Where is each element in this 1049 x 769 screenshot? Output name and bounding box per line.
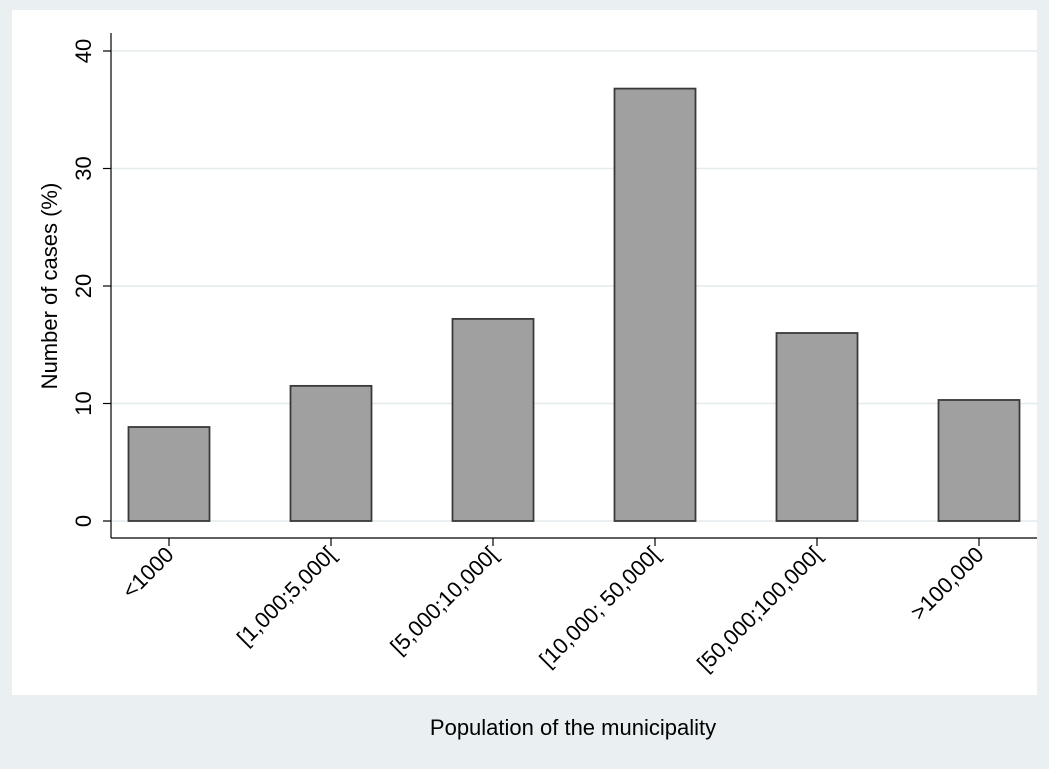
bar — [289, 384, 373, 522]
y-tick-label: 30 — [71, 156, 96, 180]
y-ticks: 0 10 20 30 40 — [71, 39, 111, 527]
bar — [613, 87, 697, 522]
bar — [937, 399, 1021, 522]
gridlines — [111, 50, 1037, 522]
bar — [451, 317, 535, 522]
y-tick-label: 10 — [71, 391, 96, 415]
y-tick-label: 20 — [71, 274, 96, 298]
bars — [127, 87, 1021, 522]
bar — [127, 426, 211, 522]
y-tick-label: 40 — [71, 39, 96, 63]
y-tick-label: 0 — [71, 515, 96, 527]
x-axis-title: Population of the municipality — [430, 715, 716, 740]
bar — [775, 332, 859, 522]
y-axis-title: Number of cases (%) — [37, 183, 62, 390]
